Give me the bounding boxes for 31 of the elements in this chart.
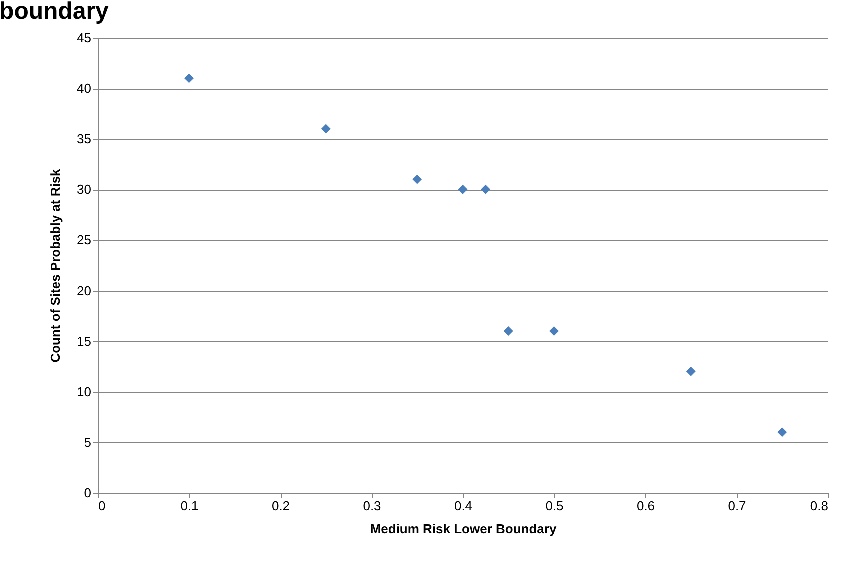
point bbox=[778, 428, 788, 438]
point bbox=[481, 184, 491, 194]
x-tick-label: 0.8 bbox=[810, 498, 828, 514]
x-tick-label: 0.4 bbox=[454, 498, 473, 514]
point bbox=[458, 184, 468, 194]
y-tick-label: 5 bbox=[84, 434, 92, 450]
point bbox=[184, 74, 194, 84]
x-tick-label: 0.6 bbox=[636, 498, 656, 514]
y-tick-label: 25 bbox=[77, 232, 92, 248]
point bbox=[504, 326, 514, 336]
x-tick-label: 0.5 bbox=[546, 498, 564, 514]
y-tick-label: 20 bbox=[77, 283, 92, 298]
y-tick-label: 45 bbox=[77, 30, 92, 46]
y-tick-label: 15 bbox=[77, 334, 92, 349]
y-tick-label: 30 bbox=[77, 182, 92, 198]
y-axis-title: Count of Sites Probably at Risk bbox=[48, 168, 64, 363]
y-tick-label: 35 bbox=[77, 132, 92, 147]
x-tick-label: 0.3 bbox=[363, 498, 382, 514]
y-tick-label: 10 bbox=[77, 384, 92, 400]
point bbox=[321, 124, 331, 134]
x-tick-label: 0 bbox=[98, 498, 106, 514]
x-axis-title: Medium Risk Lower Boundary bbox=[370, 522, 558, 536]
x-tick-label: 0.7 bbox=[728, 498, 746, 514]
y-tick-label: 40 bbox=[77, 81, 92, 96]
x-tick-label: 0.2 bbox=[272, 498, 290, 514]
y-tick-label: 0 bbox=[84, 486, 92, 500]
point bbox=[550, 326, 559, 336]
point bbox=[412, 174, 422, 184]
chart-title: boundary bbox=[0, 0, 110, 25]
x-tick-label: 0.1 bbox=[180, 498, 199, 514]
point bbox=[686, 366, 696, 376]
